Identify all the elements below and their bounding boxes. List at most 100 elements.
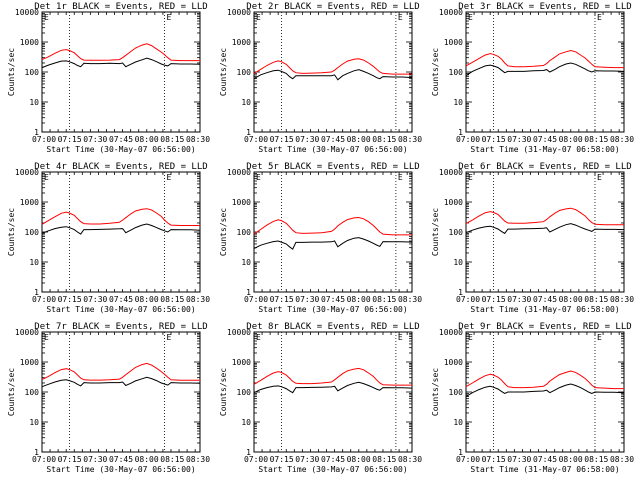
corner-mark-left: E [256,173,261,182]
x-tick-label: 07:30 [83,455,107,464]
plot-frame [253,331,413,453]
y-tick-label: 100 [25,228,40,237]
events-series-line [465,383,625,398]
x-tick-label: 07:15 [270,455,294,464]
panel-title: Det 1r BLACK = Events, RED = LLD [34,2,207,12]
plot-frame [253,11,413,133]
x-tick-label: 07:45 [109,135,133,144]
y-tick-label: 1000 [444,38,463,47]
y-tick-label: 1 [34,128,39,137]
corner-mark-left: E [44,333,49,342]
y-tick-label: 10 [453,98,463,107]
x-tick-label: 07:00 [32,455,56,464]
x-tick-label: 07:00 [456,455,480,464]
corner-mark-left: E [256,13,261,22]
panel-title: Det 3r BLACK = Events, RED = LLD [458,2,631,12]
x-tick-label: 08:15 [372,295,396,304]
y-tick-label: 100 [25,68,40,77]
x-axis-label: Start Time (31-May-07 06:58:00) [470,305,619,314]
y-tick-label: 10 [241,418,251,427]
y-tick-label: 10000 [227,8,251,17]
y-axis-label: Counts/sec [431,368,440,416]
y-tick-label: 10 [453,418,463,427]
corner-mark-right: E [398,333,403,342]
x-tick-label: 08:30 [186,455,210,464]
x-tick-label: 08:15 [584,135,608,144]
x-tick-label: 07:00 [244,295,268,304]
y-tick-label: 100 [449,388,464,397]
plot-frame [41,171,201,293]
plot-frame [41,11,201,133]
x-axis-label: Start Time (30-May-07 06:56:00) [46,305,195,314]
y-tick-label: 10000 [439,8,463,17]
x-tick-label: 07:45 [533,135,557,144]
x-tick-label: 08:00 [135,295,159,304]
plot-frame [465,11,625,133]
x-tick-label: 07:00 [244,455,268,464]
x-tick-label: 07:15 [58,455,82,464]
x-tick-label: 08:00 [347,295,371,304]
x-tick-label: 07:00 [244,135,268,144]
y-tick-label: 100 [449,228,464,237]
corner-mark-right: E [167,173,172,182]
y-tick-label: 100 [237,68,252,77]
lld-series-line [41,43,200,62]
x-tick-label: 07:45 [321,135,345,144]
y-axis-label: Counts/sec [7,368,16,416]
x-tick-label: 07:45 [321,295,345,304]
x-tick-label: 08:30 [398,135,422,144]
x-tick-label: 08:15 [372,455,396,464]
y-axis-label: Counts/sec [219,368,228,416]
x-tick-label: 08:30 [610,455,634,464]
x-tick-label: 07:30 [507,455,531,464]
y-axis-label: Counts/sec [431,208,440,256]
detector-panel-4: Det 4r BLACK = Events, RED = LLD 1 10 100 10… [7,162,210,314]
x-tick-label: 07:30 [507,295,531,304]
detector-panel-3: Det 3r BLACK = Events, RED = LLD 1 10 100 10… [431,2,634,154]
detector-panel-8: Det 8r BLACK = Events, RED = LLD 1 10 100 10… [219,322,422,474]
x-tick-label: 08:00 [347,455,371,464]
events-series-line [253,381,413,394]
x-tick-label: 07:45 [321,455,345,464]
lld-series-line [465,49,624,69]
y-tick-label: 1000 [232,358,251,367]
detector-panel-7: Det 7r BLACK = Events, RED = LLD 1 10 100 10… [7,322,210,474]
x-tick-label: 08:30 [610,295,634,304]
y-tick-label: 1000 [20,358,39,367]
y-tick-label: 1 [246,128,251,137]
lld-series-line [253,367,412,386]
detector-panel-5: Det 5r BLACK = Events, RED = LLD 1 10 100 10… [219,162,422,314]
events-series-line [41,376,201,388]
detector-panel-6: Det 6r BLACK = Events, RED = LLD 1 10 100 10… [431,162,634,314]
x-tick-label: 07:30 [295,455,319,464]
panel-title: Det 9r BLACK = Events, RED = LLD [458,322,631,332]
y-tick-label: 10 [241,98,251,107]
x-tick-label: 07:30 [295,295,319,304]
x-tick-label: 07:45 [533,295,557,304]
y-tick-label: 1 [458,448,463,457]
y-tick-label: 1 [34,288,39,297]
lld-series-line [465,207,624,226]
x-tick-label: 08:00 [559,295,583,304]
x-tick-label: 07:00 [456,135,480,144]
x-tick-label: 07:45 [109,295,133,304]
x-tick-label: 07:15 [482,455,506,464]
x-tick-label: 07:15 [270,295,294,304]
panel-title: Det 4r BLACK = Events, RED = LLD [34,162,207,172]
y-tick-label: 1000 [20,198,39,207]
x-tick-label: 07:15 [270,135,294,144]
corner-mark-left: E [468,333,473,342]
corner-mark-left: E [44,173,49,182]
y-tick-label: 1000 [20,38,39,47]
events-series-line [253,69,413,81]
x-tick-label: 07:30 [507,135,531,144]
panel-title: Det 8r BLACK = Events, RED = LLD [246,322,419,332]
events-series-line [41,223,201,235]
x-tick-label: 08:30 [186,295,210,304]
x-tick-label: 08:00 [135,455,159,464]
corner-mark-left: E [468,13,473,22]
x-tick-label: 07:30 [295,135,319,144]
corner-mark-left: E [44,13,49,22]
x-axis-label: Start Time (30-May-07 06:56:00) [258,305,407,314]
y-tick-label: 10 [29,258,39,267]
